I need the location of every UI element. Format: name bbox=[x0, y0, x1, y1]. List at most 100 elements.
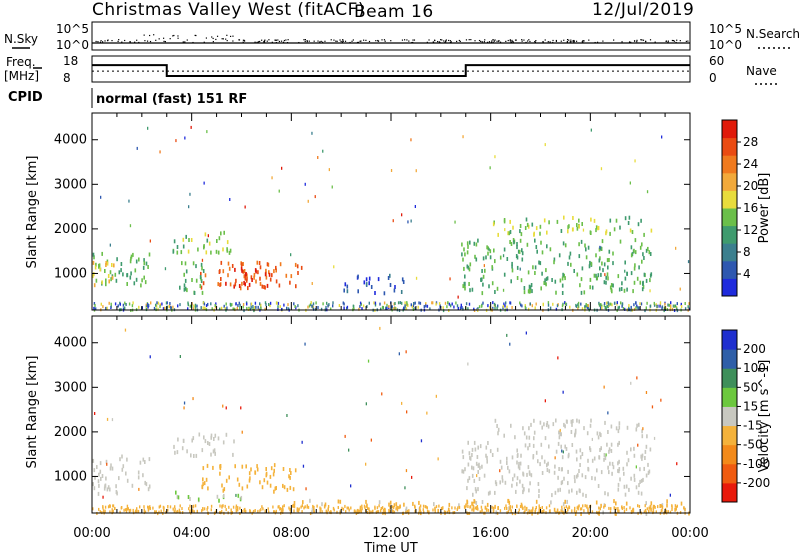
heatmap-cell bbox=[381, 392, 383, 396]
heatmap-cell bbox=[144, 480, 146, 485]
heatmap-cell bbox=[432, 508, 434, 512]
heatmap-cell bbox=[205, 250, 208, 255]
heatmap-cell bbox=[252, 509, 255, 513]
heatmap-cell bbox=[601, 261, 603, 266]
heatmap-cell bbox=[121, 454, 123, 459]
heatmap-cell bbox=[214, 304, 216, 307]
heatmap-cell bbox=[624, 492, 627, 497]
heatmap-cell bbox=[638, 504, 641, 508]
heatmap-cell bbox=[605, 280, 607, 285]
heatmap-cell bbox=[243, 269, 246, 273]
heatmap-cell bbox=[249, 307, 252, 311]
heatmap-cell bbox=[522, 506, 524, 510]
nsky-point bbox=[377, 40, 380, 42]
heatmap-cell bbox=[552, 302, 554, 306]
heatmap-cell bbox=[331, 185, 333, 189]
heatmap-cell bbox=[281, 508, 283, 511]
heatmap-cell bbox=[235, 506, 237, 510]
heatmap-cell bbox=[596, 510, 598, 514]
heatmap-cell bbox=[596, 276, 598, 281]
heatmap-cell bbox=[145, 261, 148, 266]
nsky-point bbox=[573, 40, 575, 42]
heatmap-cell bbox=[224, 307, 226, 311]
heatmap-cell bbox=[308, 304, 311, 308]
freq-label: Freq. bbox=[6, 55, 36, 69]
heatmap-cell bbox=[275, 509, 277, 513]
heatmap-cell bbox=[567, 481, 569, 486]
heatmap-cell bbox=[523, 431, 526, 436]
heatmap-cell bbox=[516, 448, 518, 453]
heatmap-cell bbox=[684, 302, 686, 305]
heatmap-cell bbox=[303, 506, 305, 510]
heatmap-cell bbox=[339, 499, 342, 504]
heatmap-cell bbox=[620, 287, 623, 291]
heatmap-cell bbox=[217, 250, 220, 255]
heatmap-cell bbox=[246, 276, 248, 281]
heatmap-cell bbox=[649, 273, 652, 278]
heatmap-cell bbox=[523, 487, 525, 492]
heatmap-cell bbox=[187, 249, 190, 254]
heatmap-cell bbox=[210, 250, 212, 255]
heatmap-cell bbox=[124, 301, 126, 305]
heatmap-cell bbox=[275, 486, 277, 490]
nsky-point bbox=[192, 41, 194, 44]
heatmap-cell bbox=[494, 480, 497, 485]
heatmap-cell bbox=[683, 506, 685, 510]
heatmap-cell bbox=[311, 282, 313, 285]
colorbar-swatch bbox=[722, 368, 737, 388]
heatmap-cell bbox=[464, 286, 466, 291]
heatmap-cell bbox=[574, 512, 577, 516]
heatmap-cell bbox=[183, 287, 186, 292]
heatmap-cell bbox=[687, 260, 690, 264]
heatmap-cell bbox=[600, 446, 602, 451]
heatmap-cell bbox=[601, 304, 603, 308]
heatmap-cell bbox=[242, 269, 244, 274]
heatmap-cell bbox=[561, 304, 564, 308]
heatmap-cell bbox=[92, 507, 94, 511]
heatmap-cell bbox=[288, 506, 290, 510]
heatmap-cell bbox=[104, 509, 106, 513]
heatmap-cell bbox=[475, 461, 478, 466]
heatmap-cell bbox=[147, 508, 150, 512]
heatmap-cell bbox=[561, 291, 564, 295]
heatmap-cell bbox=[545, 268, 547, 273]
heatmap-cell bbox=[559, 432, 561, 436]
heatmap-cell bbox=[567, 469, 569, 474]
heatmap-cell bbox=[210, 504, 213, 508]
nsky-point bbox=[390, 40, 392, 42]
heatmap-cell bbox=[319, 506, 321, 510]
heatmap-cell bbox=[238, 301, 240, 305]
nsky-point bbox=[492, 39, 494, 41]
heatmap-cell bbox=[527, 465, 530, 470]
heatmap-cell bbox=[206, 463, 209, 468]
heatmap-cell bbox=[538, 509, 540, 513]
heatmap-cell bbox=[366, 305, 368, 308]
heatmap-cell bbox=[205, 477, 208, 482]
y-tick-label: 4000 bbox=[54, 336, 87, 351]
heatmap-cell bbox=[109, 270, 112, 275]
nsky-point bbox=[232, 40, 234, 42]
heatmap-cell bbox=[140, 283, 142, 288]
heatmap-cell bbox=[607, 492, 609, 497]
heatmap-cell bbox=[546, 468, 549, 472]
heatmap-cell bbox=[467, 362, 469, 366]
heatmap-cell bbox=[194, 303, 197, 307]
heatmap-cell bbox=[647, 462, 649, 467]
heatmap-cell bbox=[560, 509, 562, 513]
power-ylabel: Slant Range [km] bbox=[25, 156, 40, 269]
heatmap-cell bbox=[462, 469, 465, 474]
heatmap-cell bbox=[641, 434, 644, 439]
heatmap-cell bbox=[587, 306, 590, 310]
heatmap-cell bbox=[92, 458, 95, 463]
nsky-point bbox=[243, 39, 245, 42]
heatmap-cell bbox=[580, 302, 582, 306]
heatmap-cell bbox=[506, 305, 508, 309]
heatmap-cell bbox=[467, 505, 469, 508]
heatmap-cell bbox=[176, 450, 179, 455]
heatmap-cell bbox=[395, 307, 397, 310]
heatmap-cell bbox=[534, 265, 537, 270]
heatmap-cell bbox=[504, 304, 506, 308]
heatmap-cell bbox=[149, 507, 151, 510]
heatmap-cell bbox=[368, 507, 370, 511]
heatmap-cell bbox=[634, 159, 636, 163]
